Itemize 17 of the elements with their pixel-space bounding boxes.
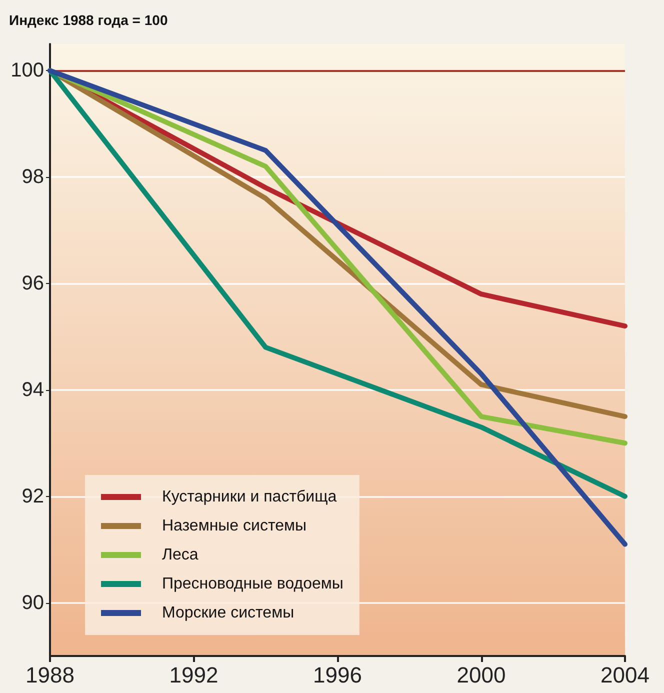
x-tick-label: 2004 (600, 662, 650, 688)
y-tick-label: 96 (22, 272, 44, 294)
y-tick-label: 92 (22, 485, 44, 508)
legend-label: Пресноводные водоемы (162, 576, 344, 592)
x-tick-label: 1992 (169, 662, 218, 688)
y-tick-label: 90 (22, 592, 44, 614)
y-tick-label: 98 (22, 166, 44, 188)
x-tick-label: 2000 (456, 662, 506, 688)
legend-label: Морские системы (162, 604, 294, 622)
x-tick-label: 1996 (313, 662, 362, 688)
legend-label: Наземные системы (162, 518, 306, 534)
y-tick-label: 94 (22, 378, 44, 401)
y-tick-label: 100 (10, 60, 44, 82)
legend-label: Леса (162, 546, 198, 564)
y-axis-title: Индекс 1988 года = 100 (9, 12, 168, 28)
x-tick-label: 1988 (26, 662, 74, 688)
legend-label: Кустарники и пастбища (162, 488, 337, 506)
